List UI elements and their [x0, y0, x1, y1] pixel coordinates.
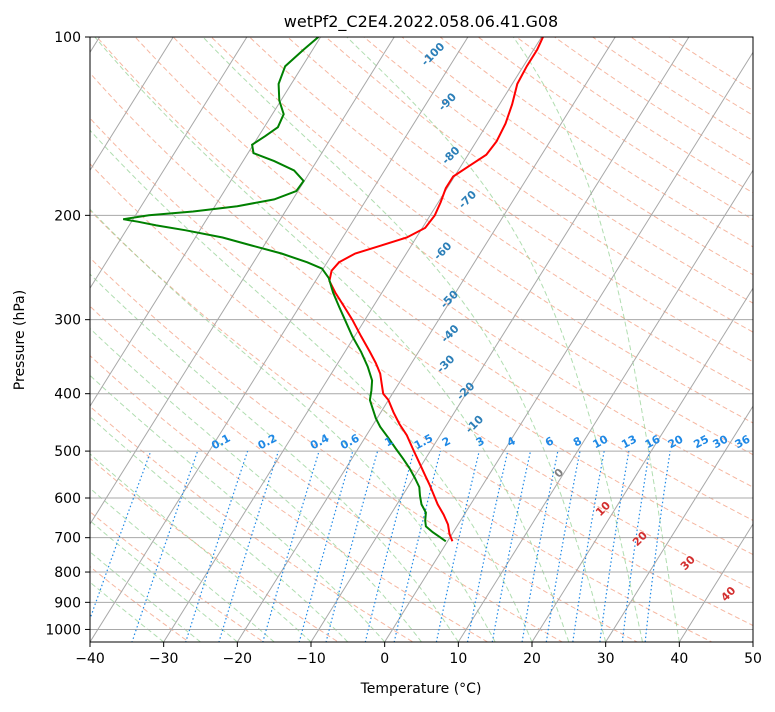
plot-frame [90, 37, 753, 642]
moist-adiabat [0, 222, 164, 642]
dry-adiabat [0, 37, 206, 654]
height-label: -50 [438, 288, 461, 311]
y-tick-label: 100 [54, 30, 81, 46]
mixing-ratio-label: 30 [711, 432, 731, 451]
mixing-ratio-line [323, 451, 378, 654]
isotherm [83, 24, 477, 654]
isotherm [9, 24, 403, 654]
mixing-ratio-line [644, 451, 670, 654]
mixing-ratio-line [520, 451, 558, 654]
moist-adiabat [347, 37, 643, 642]
mixing-ratio-label: 36 [733, 432, 753, 451]
moist-adiabat [13, 37, 532, 642]
height-label: -20 [454, 379, 477, 402]
y-tick-label: 300 [54, 313, 81, 329]
mixing-ratio-line [621, 451, 649, 654]
moist-adiabat [0, 37, 458, 642]
x-tick-label: 40 [670, 651, 688, 667]
dry-adiabat [0, 37, 509, 654]
y-tick-label: 500 [54, 444, 81, 460]
height-label: -10 [463, 412, 486, 435]
dry-adiabat [440, 37, 775, 654]
mixing-ratio-label: 1 [382, 434, 395, 449]
x-tick-label: 0 [380, 651, 389, 667]
height-label: -90 [436, 90, 459, 113]
y-tick-label: 200 [54, 208, 81, 224]
height-label: -80 [439, 144, 462, 167]
mixing-ratio-label: 6 [543, 434, 556, 449]
height-label: -60 [431, 239, 454, 262]
moist-adiabat [0, 141, 311, 642]
temperature-line [329, 37, 543, 541]
x-tick-label: 10 [449, 651, 467, 667]
y-tick-label: 600 [54, 491, 81, 507]
dry-adiabat [0, 37, 775, 654]
mixing-ratio-line [363, 451, 414, 654]
x-axis-label: Temperature (°C) [360, 681, 482, 697]
moist-adiabat-label: 20 [630, 529, 650, 549]
x-tick-label: 30 [597, 651, 615, 667]
plot-area [0, 24, 775, 654]
mixing-ratio-line [215, 451, 278, 654]
isotherm [746, 24, 775, 654]
height-label: -100 [419, 40, 448, 69]
x-tick-label: −20 [223, 651, 253, 667]
moist-adiabat [0, 181, 237, 642]
mixing-ratio-label: 8 [571, 434, 584, 449]
x-tick-label: 50 [744, 651, 762, 667]
isotherm [377, 24, 771, 654]
mixing-ratio-label: 3 [474, 434, 487, 449]
mixing-ratio-label: 0.4 [308, 431, 332, 452]
moist-adiabat-label: 30 [678, 553, 698, 573]
dry-adiabat [516, 37, 775, 654]
dry-adiabat [402, 37, 775, 654]
y-tick-label: 400 [54, 387, 81, 403]
mixing-ratio-label: 25 [691, 433, 711, 452]
moist-adiabat-label: 40 [718, 584, 738, 604]
x-tick-label: −40 [75, 651, 105, 667]
height-label: -30 [434, 352, 457, 375]
dry-adiabat [21, 37, 775, 654]
mixing-ratio-line [78, 451, 151, 654]
height-label: -40 [438, 322, 461, 345]
mixing-ratio-label: 13 [619, 433, 639, 452]
y-axis-label: Pressure (hPa) [12, 290, 28, 390]
moist-adiabat [95, 37, 569, 642]
mixing-ratio-label: 0.1 [209, 432, 232, 453]
dry-adiabat [0, 37, 660, 654]
mixing-ratio-label: 0.2 [256, 432, 279, 453]
y-tick-label: 900 [54, 595, 81, 611]
dry-adiabat [97, 37, 775, 654]
dry-adiabat [326, 37, 775, 654]
moist-adiabat [0, 114, 348, 642]
x-tick-label: 20 [523, 651, 541, 667]
mixing-ratio-label: 20 [666, 432, 686, 451]
dry-adiabat [288, 37, 775, 654]
x-tick-label: −10 [296, 651, 326, 667]
y-tick-label: 1000 [45, 622, 81, 638]
dry-adiabat [555, 37, 775, 654]
y-tick-label: 800 [54, 565, 81, 581]
y-tick-label: 700 [54, 531, 81, 547]
mixing-ratio-label: 2 [440, 434, 453, 449]
mixing-ratio-label: 10 [591, 432, 611, 451]
x-tick-label: −30 [149, 651, 179, 667]
dry-adiabat [0, 37, 433, 654]
chart-title: wetPf2_C2E4.2022.058.06.41.G08 [284, 12, 558, 32]
moist-adiabat [0, 94, 385, 642]
dry-adiabat [0, 37, 357, 654]
isotherm [525, 24, 775, 654]
mixing-ratio-line [182, 451, 248, 654]
height-label: -70 [456, 188, 479, 211]
moist-adiabat [0, 37, 495, 642]
